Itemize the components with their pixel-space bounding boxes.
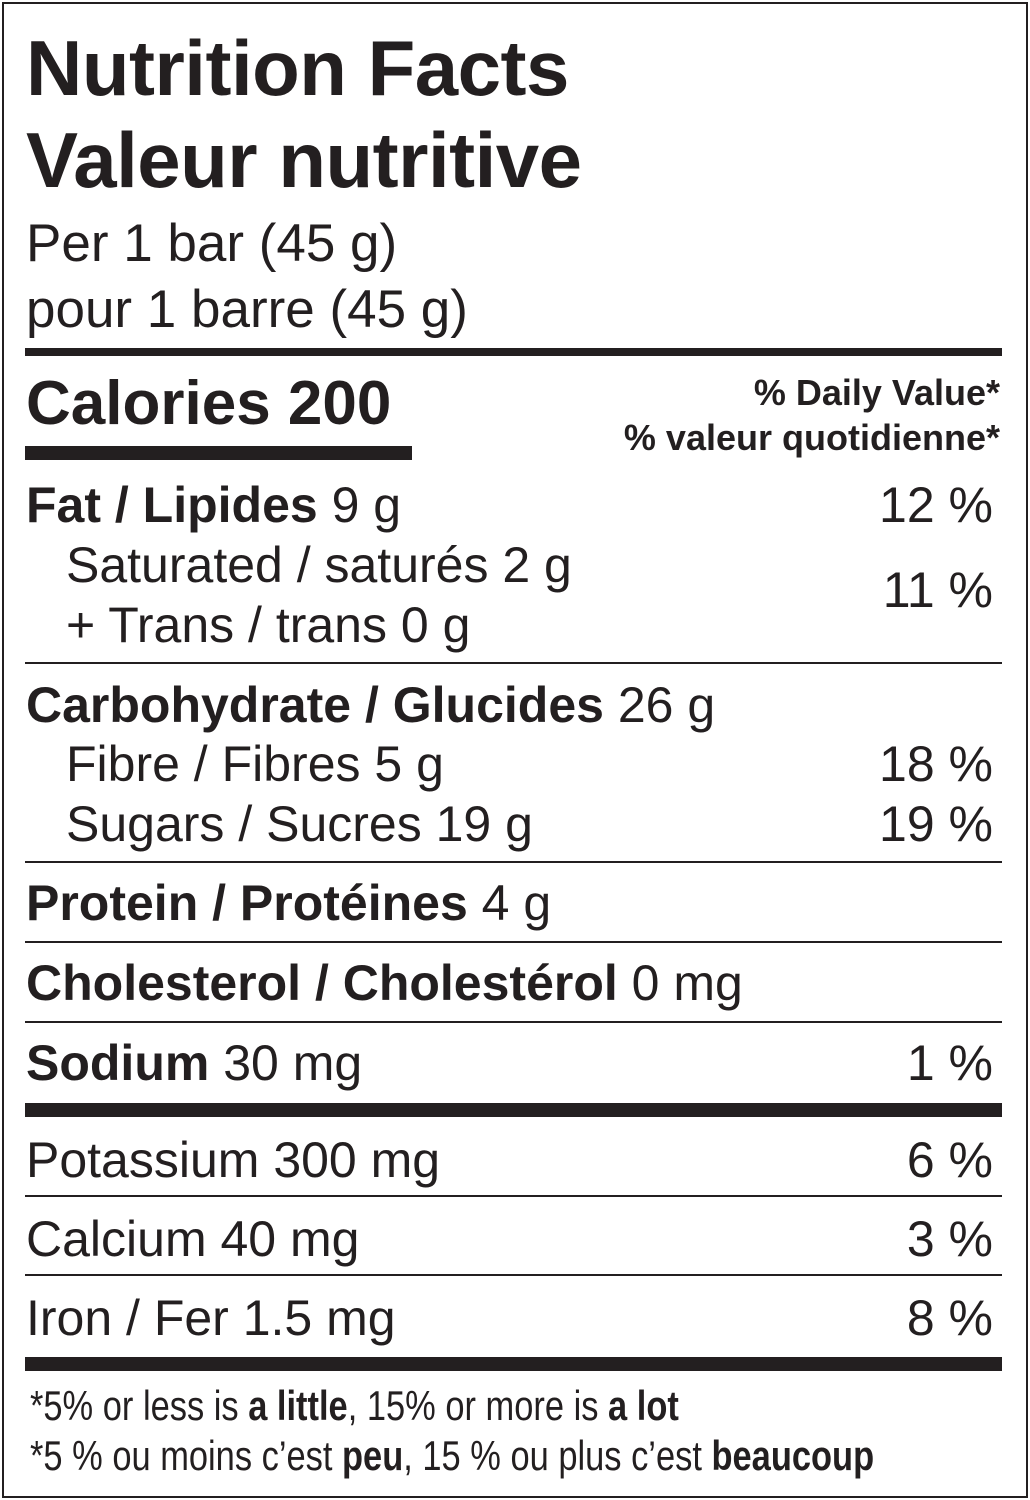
sodium-row: Sodium 30 mg — [26, 1038, 362, 1088]
fibre-dv: 18 % — [879, 736, 993, 792]
calories: Calories 200 — [26, 369, 392, 438]
calcium-row: Calcium 40 mg — [26, 1211, 360, 1267]
carbohydrate-amount: 26 g — [603, 677, 716, 733]
footnote-fr: *5 % ou moins c’est peu, 15 % ou plus c’… — [30, 1435, 874, 1477]
footnote-emphasis: a lot — [608, 1382, 679, 1429]
protein-label: Protein / Protéines — [26, 875, 468, 931]
sodium-amount: 30 mg — [209, 1035, 363, 1091]
calcium-dv: 3 % — [906, 1211, 993, 1267]
carbohydrate-label: Carbohydrate / Glucides — [26, 677, 604, 733]
serving-size-fr: pour 1 barre (45 g) — [26, 280, 468, 339]
iron-dv: 8 % — [906, 1290, 993, 1346]
footnote-emphasis: peu — [342, 1432, 404, 1479]
saturated-trans-dv: 11 % — [882, 562, 993, 618]
divider — [25, 1274, 1002, 1276]
potassium-row: Potassium 300 mg — [26, 1132, 441, 1188]
sodium-dv: 1 % — [906, 1035, 993, 1091]
protein-amount: 4 g — [467, 875, 552, 931]
daily-value-header-fr: % valeur quotidienne* — [623, 417, 1000, 458]
fibre-row: Fibre / Fibres 5 g — [66, 736, 444, 792]
divider-thick — [25, 1357, 1002, 1371]
carbohydrate-row: Carbohydrate / Glucides 26 g — [26, 680, 715, 730]
footnote-en: *5% or less is a little, 15% or more is … — [30, 1385, 679, 1427]
divider — [25, 1195, 1002, 1197]
title-fr: Valeur nutritive — [26, 116, 582, 204]
protein-row: Protein / Protéines 4 g — [26, 878, 551, 928]
divider-thick — [25, 348, 1002, 356]
cholesterol-label: Cholesterol / Cholestérol — [26, 955, 618, 1011]
fat-label: Fat / Lipides — [26, 477, 318, 533]
divider — [25, 1021, 1002, 1023]
divider-thick — [25, 1103, 1002, 1117]
daily-value-header-en: % Daily Value* — [753, 372, 1000, 413]
calories-underbar — [25, 446, 412, 460]
cholesterol-amount: 0 mg — [617, 955, 743, 1011]
footnote-text: , 15% or more is — [347, 1382, 609, 1429]
serving-size-en: Per 1 bar (45 g) — [26, 214, 398, 273]
footnote-emphasis: a little — [248, 1382, 348, 1429]
footnote-text: *5% or less is — [30, 1382, 249, 1429]
saturated-row: Saturated / saturés 2 g — [66, 537, 572, 593]
fat-row: Fat / Lipides 9 g — [26, 480, 401, 530]
iron-row: Iron / Fer 1.5 mg — [26, 1290, 396, 1346]
fat-amount: 9 g — [317, 477, 402, 533]
trans-row: + Trans / trans 0 g — [66, 597, 471, 653]
divider — [25, 941, 1002, 943]
fat-dv: 12 % — [879, 477, 993, 533]
sodium-label: Sodium — [26, 1035, 210, 1091]
sugars-dv: 19 % — [879, 796, 993, 852]
footnote-text: , 15 % ou plus c’est — [403, 1432, 712, 1479]
footnote-text: *5 % ou moins c’est — [30, 1432, 343, 1479]
footnote-emphasis: beaucoup — [711, 1432, 875, 1479]
sugars-row: Sugars / Sucres 19 g — [66, 796, 533, 852]
divider — [25, 662, 1002, 664]
cholesterol-row: Cholesterol / Cholestérol 0 mg — [26, 958, 743, 1008]
potassium-dv: 6 % — [906, 1132, 993, 1188]
divider — [25, 861, 1002, 863]
title-en: Nutrition Facts — [26, 24, 569, 112]
